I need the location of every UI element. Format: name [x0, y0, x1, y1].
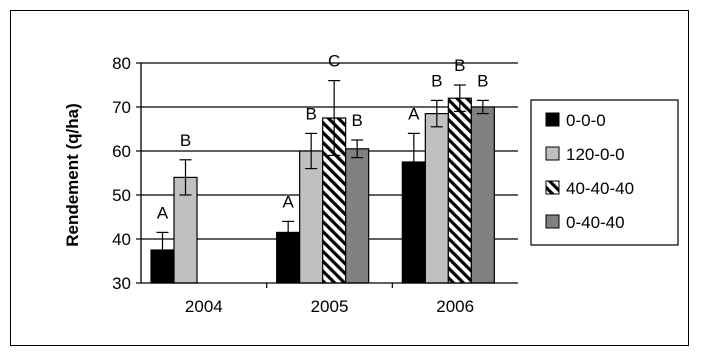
legend-label: 0-0-0 — [566, 111, 606, 130]
y-tick-label: 50 — [112, 186, 131, 205]
legend-swatch-0-0-0 — [545, 112, 560, 127]
bar-120-0-0 — [424, 112, 449, 284]
bar-0-40-40 — [470, 106, 495, 284]
significance-letter: B — [305, 104, 316, 123]
legend-swatch-40-40-40 — [545, 180, 560, 195]
x-tick-label: 2004 — [185, 297, 223, 316]
axes: 30 40 50 60 70 80 2004 2005 2006 — [112, 54, 518, 316]
significance-letter: A — [408, 104, 420, 123]
legend-label: 0-40-40 — [566, 213, 625, 232]
bar-40-40-40 — [447, 97, 472, 284]
legend-swatch-0-40-40 — [545, 214, 560, 229]
bar-0-40-40 — [345, 148, 370, 284]
bar-120-0-0 — [299, 150, 324, 284]
legend: 0-0-0 120-0-0 40-40-40 0-40-40 — [530, 99, 679, 246]
significance-letter: B — [454, 56, 465, 75]
y-axis-label: Rendement (q/ha) — [63, 103, 82, 247]
legend-label: 120-0-0 — [566, 145, 625, 164]
significance-letter: B — [180, 131, 191, 150]
bars — [150, 97, 495, 284]
y-tick-label: 70 — [112, 98, 131, 117]
legend-label: 40-40-40 — [566, 179, 634, 198]
x-tick-label: 2005 — [311, 297, 349, 316]
y-tick-label: 80 — [112, 54, 131, 73]
y-tick-label: 40 — [112, 230, 131, 249]
significance-letter: A — [157, 203, 169, 222]
significance-letter: B — [351, 111, 362, 130]
x-tick-label: 2006 — [436, 297, 474, 316]
error-bars — [156, 79, 489, 269]
y-tick-label: 30 — [112, 274, 131, 293]
significance-letter: A — [282, 192, 294, 211]
significance-letter: B — [431, 71, 442, 90]
y-tick-label: 60 — [112, 142, 131, 161]
legend-swatch-120-0-0 — [545, 146, 560, 161]
significance-letter: C — [328, 52, 340, 71]
significance-letter: B — [477, 71, 488, 90]
